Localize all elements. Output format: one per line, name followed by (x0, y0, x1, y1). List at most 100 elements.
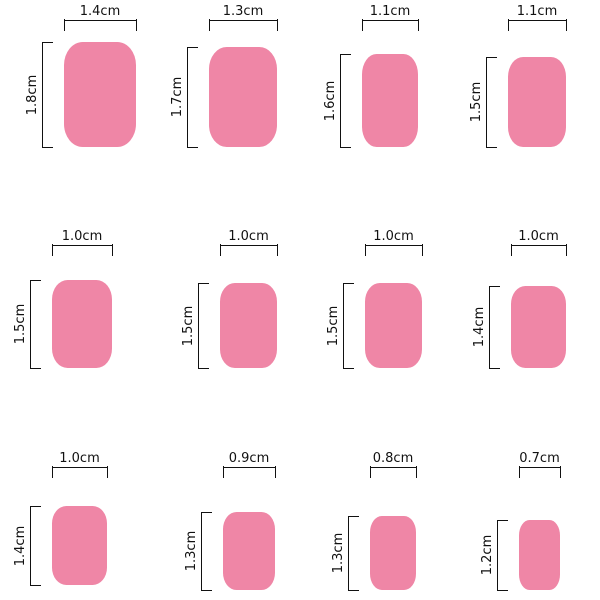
height-label: 1.8cm (25, 74, 40, 115)
width-tick (277, 244, 278, 256)
height-tick (489, 286, 500, 287)
width-tick (365, 244, 366, 256)
height-tick (340, 54, 351, 55)
height-dimension-line (486, 57, 487, 147)
height-tick (198, 368, 209, 369)
height-tick (343, 283, 354, 284)
height-label: 1.5cm (13, 303, 28, 345)
width-dimension-line (370, 467, 416, 468)
width-label: 1.0cm (228, 229, 269, 244)
height-dimension-line (42, 42, 43, 147)
width-tick (64, 19, 65, 31)
width-tick (209, 19, 210, 31)
width-label: 1.0cm (59, 451, 100, 466)
height-tick (30, 585, 41, 586)
width-tick (277, 19, 278, 31)
width-tick (52, 466, 53, 478)
width-tick (422, 244, 423, 256)
height-label: 1.4cm (13, 525, 28, 566)
width-dimension-line (52, 467, 107, 468)
width-label: 0.8cm (372, 451, 414, 466)
nail-shape (52, 506, 107, 585)
width-tick (416, 466, 417, 478)
width-label: 1.3cm (222, 4, 264, 19)
height-tick (348, 516, 359, 517)
width-label: 1.0cm (373, 229, 414, 244)
width-tick (362, 19, 363, 31)
height-tick (201, 512, 212, 513)
height-tick (340, 147, 351, 148)
height-dimension-line (187, 47, 188, 147)
height-dimension-line (201, 512, 202, 590)
height-dimension-line (497, 520, 498, 590)
height-dimension-line (198, 283, 199, 368)
width-tick (508, 19, 509, 31)
nail-shape (362, 54, 418, 147)
height-dimension-line (343, 283, 344, 368)
height-dimension-line (348, 516, 349, 590)
width-tick (107, 466, 108, 478)
height-tick (486, 57, 497, 58)
height-label: 1.5cm (181, 305, 196, 346)
width-dimension-line (52, 245, 112, 246)
width-dimension-line (64, 20, 136, 21)
height-tick (343, 368, 354, 369)
height-label: 1.6cm (323, 80, 338, 121)
width-dimension-line (365, 245, 422, 246)
height-label: 1.2cm (480, 534, 495, 576)
height-dimension-line (30, 280, 31, 368)
width-dimension-line (362, 20, 418, 21)
width-label: 1.1cm (369, 4, 411, 19)
height-tick (201, 590, 212, 591)
height-tick (497, 520, 508, 521)
width-dimension-line (508, 20, 566, 21)
width-tick (275, 466, 276, 478)
height-tick (486, 147, 497, 148)
width-tick (560, 466, 561, 478)
height-tick (348, 590, 359, 591)
nail-shape (209, 47, 277, 147)
height-tick (30, 280, 41, 281)
width-tick (223, 466, 224, 478)
width-label: 1.0cm (518, 229, 559, 244)
height-tick (187, 47, 198, 48)
height-tick (187, 147, 198, 148)
width-tick (418, 19, 419, 31)
nail-shape (519, 520, 560, 590)
height-tick (497, 590, 508, 591)
width-tick (370, 466, 371, 478)
width-tick (52, 244, 53, 256)
nail-shape (52, 280, 112, 368)
width-label: 0.9cm (228, 451, 270, 466)
width-tick (112, 244, 113, 256)
width-dimension-line (220, 245, 277, 246)
height-tick (489, 368, 500, 369)
height-tick (42, 42, 53, 43)
nail-shape (370, 516, 416, 590)
nail-shape (223, 512, 275, 590)
width-tick (566, 244, 567, 256)
height-tick (30, 506, 41, 507)
width-dimension-line (511, 245, 566, 246)
height-dimension-line (489, 286, 490, 368)
height-label: 1.5cm (326, 305, 341, 346)
height-dimension-line (30, 506, 31, 585)
height-tick (198, 283, 209, 284)
width-tick (511, 244, 512, 256)
height-label: 1.4cm (472, 306, 487, 348)
width-label: 0.7cm (519, 451, 560, 466)
width-tick (519, 466, 520, 478)
width-tick (220, 244, 221, 256)
width-tick (566, 19, 567, 31)
height-tick (42, 147, 53, 148)
width-dimension-line (209, 20, 277, 21)
width-dimension-line (223, 467, 275, 468)
width-label: 1.4cm (79, 4, 121, 19)
width-tick (136, 19, 137, 31)
nail-shape (220, 283, 277, 368)
width-dimension-line (519, 467, 560, 468)
nail-shape (64, 42, 136, 147)
width-label: 1.0cm (61, 229, 103, 244)
nail-shape (511, 286, 566, 368)
